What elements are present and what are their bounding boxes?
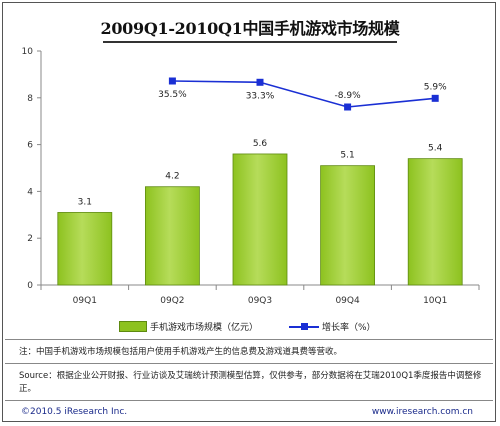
y-tick-label: 2 [27, 234, 33, 244]
growth-value-label: 33.3% [246, 91, 275, 101]
growth-point-10Q1 [431, 94, 439, 102]
bar-value-label: 5.6 [253, 139, 268, 149]
footer-url: www.iresearch.com.cn [371, 407, 473, 417]
x-tick-label: 09Q4 [335, 296, 360, 306]
bar-value-label: 5.4 [428, 144, 443, 154]
growth-value-label: -8.9% [335, 91, 362, 101]
legend-bar-label: 手机游戏市场规模（亿元） [150, 323, 259, 333]
growth-value-label: 5.9% [424, 82, 447, 92]
divider-middle [5, 363, 493, 364]
growth-point-09Q4 [344, 103, 352, 111]
y-tick-label: 10 [22, 47, 34, 57]
chart-title: 2009Q1-2010Q1中国手机游戏市场规模 [100, 19, 400, 38]
divider-bottom [5, 400, 493, 401]
bar-09Q2 [144, 186, 200, 286]
chart-frame: 2009Q1-2010Q1中国手机游戏市场规模 0 2 4 6 8 10 09Q1 09Q2 0… [2, 2, 496, 422]
legend-item-line: 增长率（%） [289, 320, 376, 333]
bar-09Q3 [232, 153, 288, 286]
x-tick-label: 09Q2 [160, 296, 184, 306]
bar-series: 3.1 4.2 5.6 5.1 5.4 [57, 139, 463, 286]
bar-value-label: 4.2 [165, 172, 179, 182]
legend-line-swatch [289, 322, 319, 331]
x-tick-label: 10Q1 [423, 296, 447, 306]
legend-line-label: 增长率（%） [322, 323, 376, 333]
x-tick-label: 09Q3 [248, 296, 272, 306]
legend-item-bar: 手机游戏市场规模（亿元） [119, 320, 258, 333]
line-series: 35.5% 33.3% -8.9% 5.9% [158, 77, 447, 111]
growth-point-09Q3 [256, 78, 264, 86]
y-tick-label: 0 [27, 281, 33, 291]
chart-note: 注：中国手机游戏市场规模包括用户使用手机游戏产生的信息费及游戏道具费等营收。 [19, 347, 343, 357]
chart-svg: 0 2 4 6 8 10 09Q1 09Q2 09Q3 09Q4 10Q1 3.1 4.2 5.6 5.1… [22, 47, 480, 306]
growth-line [172, 80, 436, 108]
bar-10Q1 [407, 158, 463, 286]
x-tick-label: 09Q1 [73, 296, 97, 306]
growth-point-09Q2 [168, 77, 176, 85]
bar-09Q4 [320, 165, 376, 286]
growth-value-label: 35.5% [158, 90, 187, 100]
legend-bar-swatch [119, 321, 147, 332]
divider-top [5, 339, 493, 340]
legend: 手机游戏市场规模（亿元） 增长率（%） [3, 320, 497, 338]
y-tick-label: 4 [27, 187, 33, 197]
y-tick-label: 6 [27, 141, 33, 151]
y-tick-label: 8 [27, 94, 33, 104]
bar-value-label: 3.1 [78, 197, 92, 207]
axes: 0 2 4 6 8 10 09Q1 09Q2 09Q3 09Q4 10Q1 [22, 47, 480, 306]
bar-value-label: 5.1 [340, 151, 354, 161]
title-underline [103, 41, 397, 43]
bar-09Q1 [57, 212, 113, 286]
chart-source: Source：根据企业公开财报、行业访谈及艾瑞统计预测模型估算，仅供参考，部分数… [19, 371, 482, 394]
footer-copyright: ©2010.5 iResearch Inc. [21, 407, 128, 417]
